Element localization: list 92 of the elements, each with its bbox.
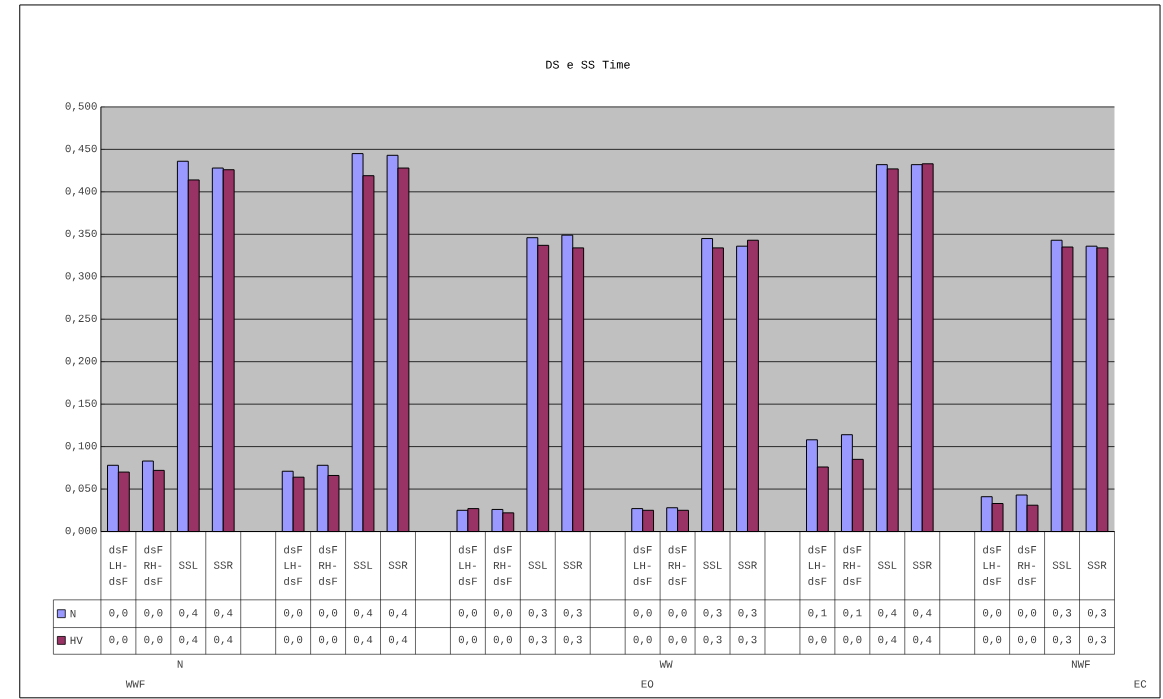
- x-tick-label: dsF RH-dsF: [668, 545, 687, 586]
- text: 0,3: [703, 609, 722, 619]
- text: 0,0: [493, 635, 512, 646]
- x-tick-label: SSL: [703, 561, 722, 569]
- y-tick-label: 0,450: [65, 144, 97, 155]
- chart-title: DS e SS Time: [546, 60, 630, 69]
- x-tick-label: dsF LH-dsF: [284, 545, 303, 586]
- text: WWF: [125, 680, 145, 688]
- text: 0,4: [179, 635, 198, 646]
- x-tick-label: SSL: [1052, 561, 1072, 569]
- x-tick-label: SSL: [528, 561, 547, 569]
- y-tick-label: 0,000: [65, 527, 97, 537]
- text: 0,0: [808, 635, 827, 646]
- text: 0,0: [1017, 609, 1037, 619]
- x-tick-label: dsF LH-dsF: [458, 545, 477, 586]
- text: 0,0: [318, 609, 338, 619]
- text: 0,4: [214, 609, 233, 619]
- x-tick-label: SSR: [213, 561, 233, 569]
- text: 0,0: [109, 635, 128, 646]
- x-tick-label: SSR: [1087, 561, 1107, 569]
- x-tick-label: dsF LH-dsF: [633, 545, 652, 586]
- text: 0,4: [388, 635, 408, 646]
- text: 0,4: [353, 609, 373, 619]
- text: EC: [1134, 680, 1147, 688]
- text: WW: [659, 660, 673, 668]
- text: 0,4: [388, 609, 408, 619]
- text: 0,0: [983, 635, 1002, 646]
- y-tick-label: 0,300: [65, 272, 97, 282]
- text: 0,3: [528, 635, 547, 646]
- x-tick-label: dsF RH-dsF: [1018, 545, 1037, 586]
- text: 0,4: [179, 609, 198, 619]
- x-tick-label: SSL: [353, 561, 373, 569]
- x-tick-label: dsF LH-dsF: [109, 545, 128, 586]
- text: 0,0: [318, 635, 338, 646]
- text: EO: [641, 680, 654, 688]
- text: 0,0: [458, 609, 477, 619]
- text: 0,3: [528, 609, 547, 619]
- text: 0,3: [563, 609, 582, 619]
- text: 0,3: [1087, 635, 1107, 646]
- text: 0,3: [563, 635, 582, 646]
- text: 0,3: [703, 635, 722, 646]
- text: 0,0: [668, 609, 687, 619]
- text: 0,4: [878, 609, 897, 619]
- y-tick-label: 0,350: [65, 229, 97, 239]
- x-tick-label: dsF RH-dsF: [144, 545, 163, 586]
- text: 0,0: [983, 609, 1002, 619]
- text: 0,4: [878, 635, 897, 646]
- text: 0,0: [284, 635, 303, 646]
- text: 0,4: [353, 635, 373, 646]
- y-tick-label: 0,250: [65, 314, 97, 324]
- text: 0,1: [808, 609, 827, 619]
- x-tick-label: SSR: [912, 561, 932, 569]
- legend-label: HV: [70, 636, 83, 645]
- x-tick-label: dsF RH-dsF: [843, 545, 862, 586]
- text: 0,0: [109, 609, 128, 619]
- legend-label: N: [70, 610, 76, 618]
- y-tick-label: 0,400: [65, 187, 97, 197]
- text: 0,0: [668, 635, 687, 646]
- text: 0,3: [1052, 609, 1072, 619]
- y-tick-label: 0,100: [65, 442, 97, 452]
- text: 0,4: [913, 609, 932, 619]
- text: 0,0: [284, 609, 303, 619]
- text: 0,3: [1087, 609, 1107, 619]
- x-tick-label: dsF LH-dsF: [808, 545, 827, 586]
- x-tick-label: dsF LH-dsF: [983, 545, 1002, 586]
- text: 0,0: [458, 635, 477, 646]
- text: 0,1: [843, 609, 862, 619]
- text: 0,3: [1052, 635, 1072, 646]
- text: NWF: [1071, 660, 1090, 668]
- x-tick-label: SSR: [563, 561, 583, 569]
- x-tick-label: dsF RH-dsF: [493, 545, 512, 586]
- y-tick-label: 0,150: [65, 399, 97, 409]
- text: 0,3: [738, 609, 757, 619]
- text: 0,0: [493, 609, 512, 619]
- y-tick-label: 0,050: [65, 484, 97, 494]
- text: 0,4: [913, 635, 932, 646]
- text: 0,0: [144, 609, 163, 619]
- y-tick-label: 0,500: [65, 102, 97, 112]
- x-tick-label: SSR: [388, 561, 408, 569]
- x-tick-label: SSR: [738, 561, 757, 569]
- text: 0,0: [1017, 635, 1037, 646]
- text: 0,0: [633, 635, 652, 646]
- text: 0,3: [738, 635, 757, 646]
- y-tick-label: 0,200: [65, 357, 97, 367]
- x-tick-label: dsF RH-dsF: [319, 545, 338, 586]
- text: 0,4: [214, 635, 233, 646]
- text: N: [177, 660, 183, 668]
- text: 0,0: [144, 635, 163, 646]
- x-tick-label: SSL: [178, 561, 198, 569]
- x-tick-label: SSL: [877, 561, 897, 569]
- text: 0,0: [843, 635, 862, 646]
- text: 0,0: [633, 609, 652, 619]
